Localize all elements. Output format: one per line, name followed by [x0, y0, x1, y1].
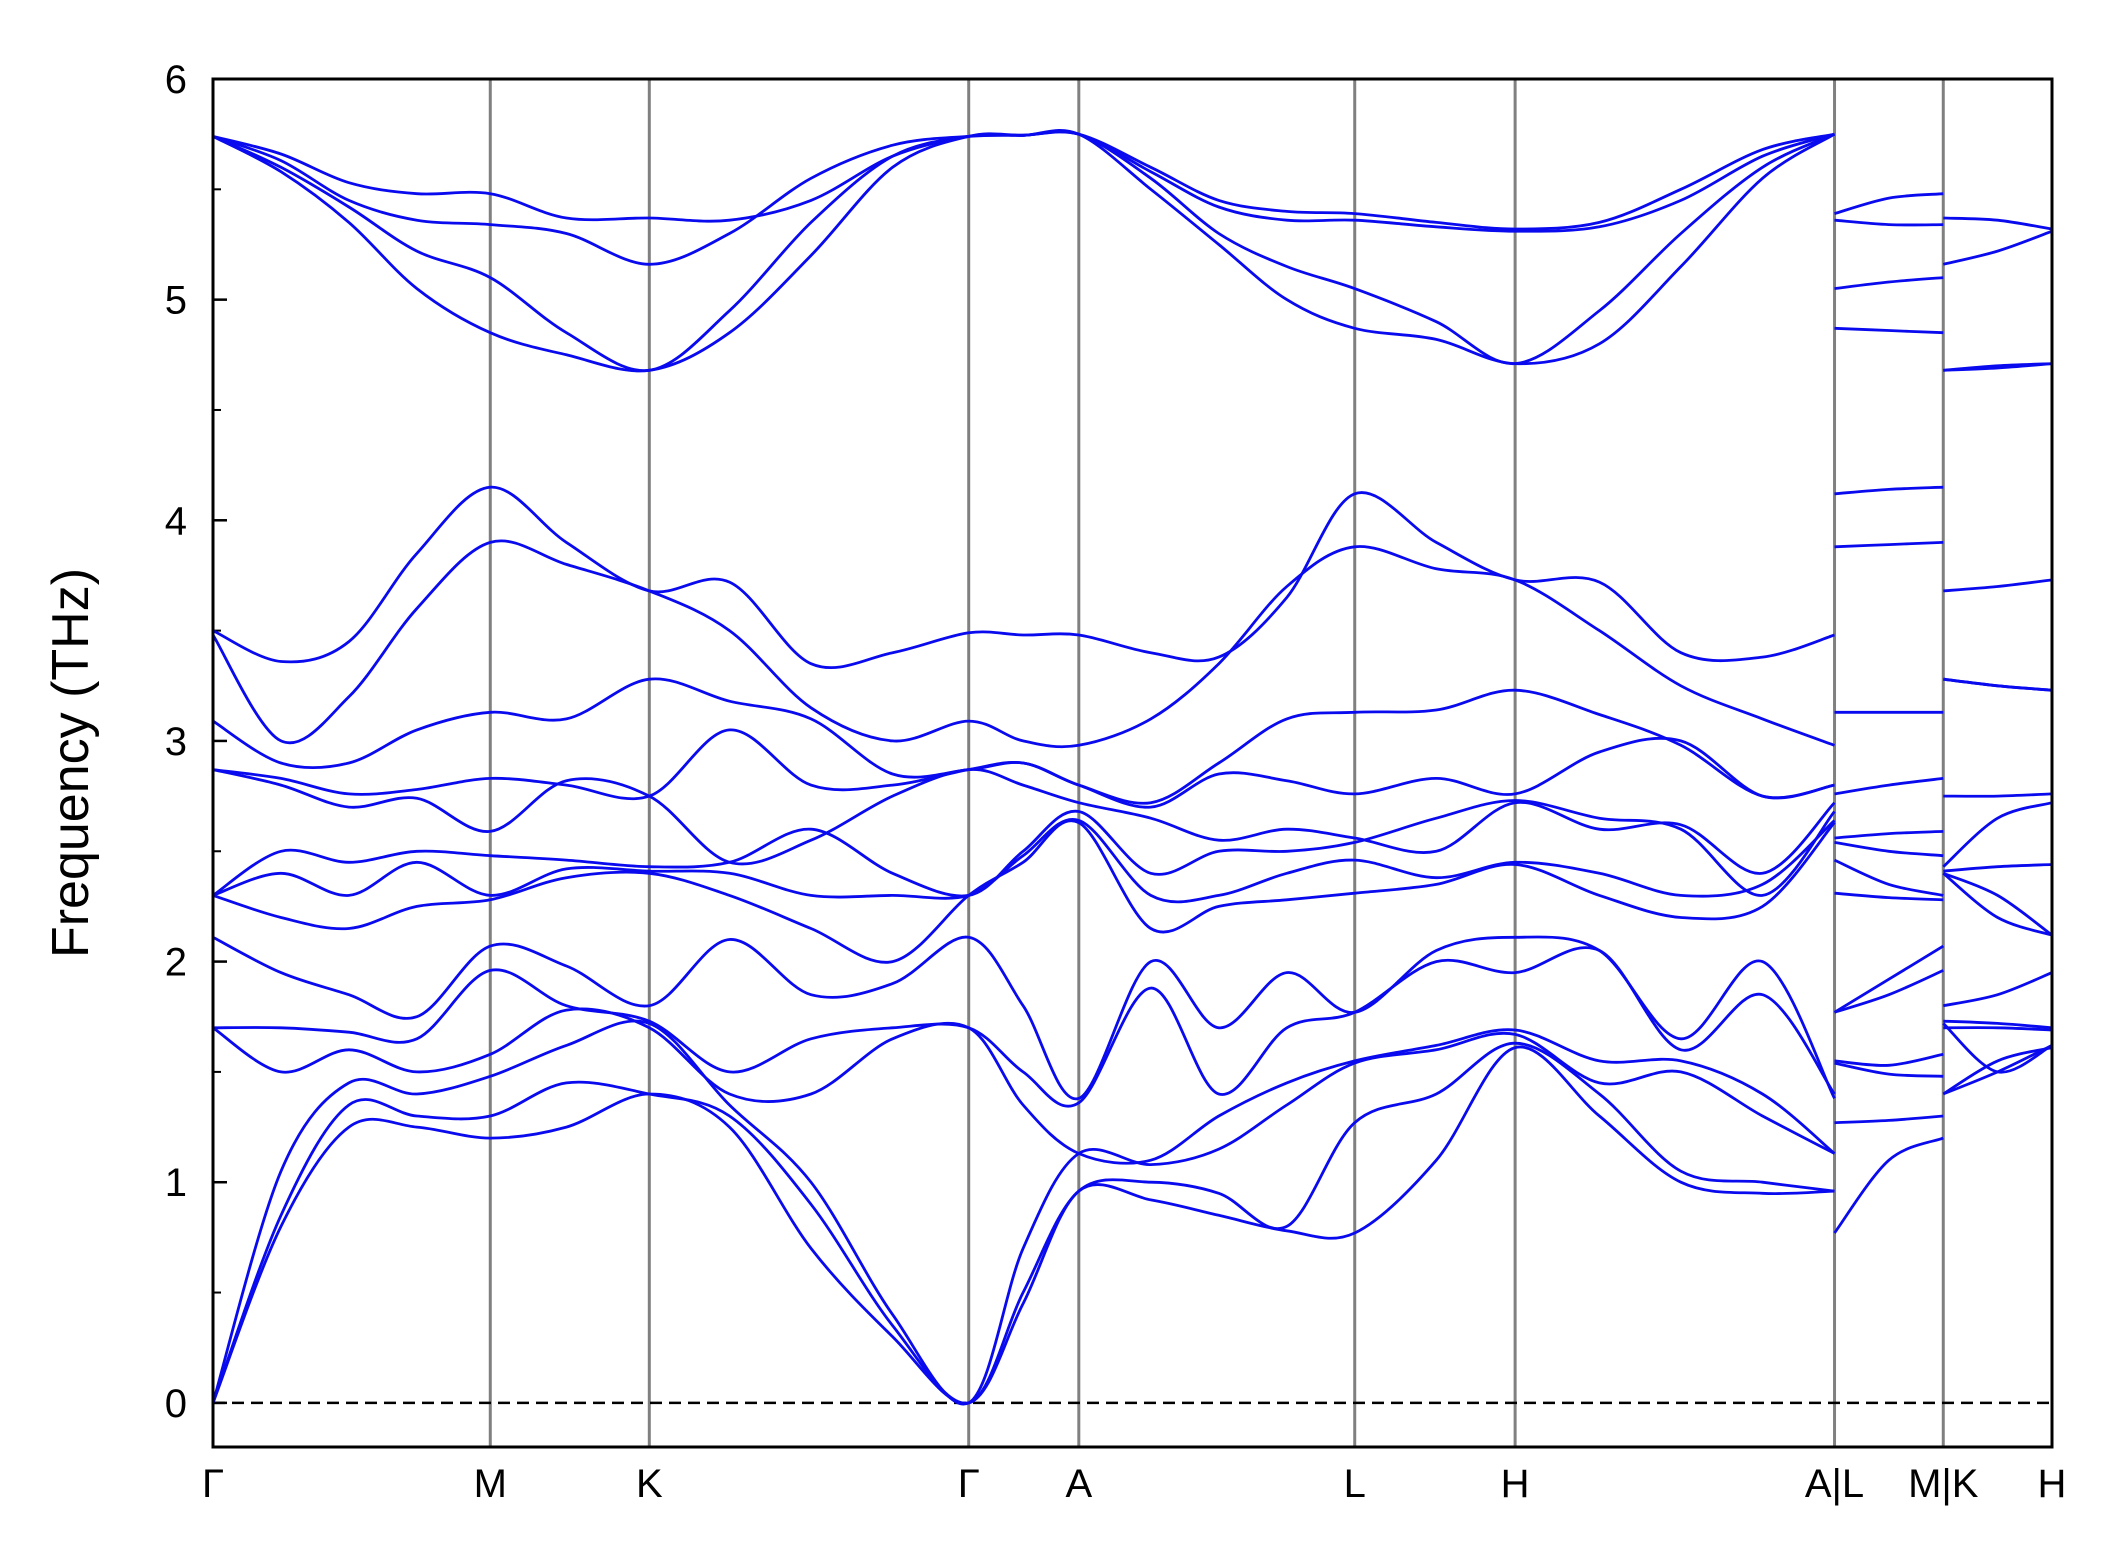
- band-line: [211, 1041, 2053, 1405]
- y-tick-label: 3: [165, 720, 187, 764]
- band-line: [212, 946, 2053, 1108]
- y-tick-label: 0: [165, 1382, 187, 1426]
- plot-frame: [211, 77, 2054, 1449]
- band-line: [212, 728, 2053, 809]
- band-line: [212, 129, 2053, 373]
- band-line: [212, 768, 2053, 875]
- x-tick-label: M: [474, 1462, 507, 1506]
- x-tick-label: Γ: [202, 1462, 224, 1506]
- y-axis-label: Frequency (THz): [42, 568, 100, 958]
- y-tick-label: 4: [165, 499, 187, 543]
- y-tick-label: 6: [165, 58, 187, 102]
- x-tick-label: Γ: [958, 1462, 980, 1506]
- y-tick-label: 5: [165, 279, 187, 323]
- x-tick-label: H: [1501, 1462, 1530, 1506]
- band-line: [212, 1007, 2053, 1165]
- y-tick-label: 2: [165, 941, 187, 985]
- band-line: [212, 935, 2053, 1101]
- x-tick-label: A|L: [1805, 1462, 1864, 1506]
- band-line: [212, 819, 2053, 964]
- x-tick-label: L: [1344, 1462, 1366, 1506]
- band-line: [211, 1045, 2053, 1405]
- x-tick-label: H: [2038, 1462, 2067, 1506]
- x-tick-label: M|K: [1908, 1462, 1979, 1506]
- x-tick-label: A: [1065, 1462, 1092, 1506]
- y-tick-label: 1: [165, 1161, 187, 1205]
- band-line: [212, 799, 2053, 898]
- x-tick-label: K: [636, 1462, 663, 1506]
- band-line: [212, 818, 2053, 937]
- band-line: [212, 485, 2053, 669]
